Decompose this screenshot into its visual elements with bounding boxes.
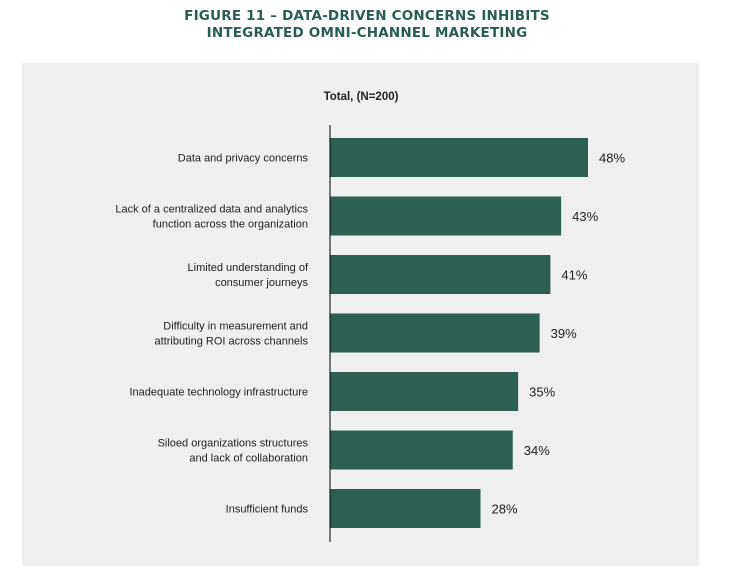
data-label-4: 39% (551, 326, 577, 341)
data-label-5: 35% (529, 385, 555, 400)
bar-7 (330, 489, 481, 528)
category-label-line: Lack of a centralized data and analytics (115, 204, 308, 216)
category-label-line: and lack of collaboration (189, 453, 308, 465)
figure-title-line-1: FIGURE 11 – DATA-DRIVEN CONCERNS INHIBIT… (184, 8, 550, 24)
bar-6 (330, 430, 513, 470)
figure-title-line-2: INTEGRATED OMNI-CHANNEL MARKETING (206, 25, 528, 41)
category-label-line: Data and privacy concerns (178, 153, 309, 165)
bar-4 (330, 313, 540, 353)
chart-title: Total, (N=200) (324, 91, 399, 103)
category-label-line: attributing ROI across channels (155, 336, 309, 348)
category-label-7: Insufficient funds (226, 504, 309, 516)
bar-1 (330, 138, 588, 177)
category-label-1: Data and privacy concerns (178, 153, 309, 165)
category-label-5: Inadequate technology infrastructure (129, 387, 308, 399)
category-label-line: Siloed organizations structures (158, 438, 309, 450)
category-label-line: consumer journeys (215, 277, 308, 289)
category-label-6: Siloed organizations structures and lack … (158, 438, 309, 465)
category-label-4: Difficulty in measurement and attributing… (155, 321, 309, 348)
data-label-1: 48% (599, 151, 625, 166)
data-label-3: 41% (561, 268, 587, 283)
category-label-2: Lack of a centralized data and analytics… (115, 204, 308, 231)
category-label-line: Limited understanding of (188, 262, 309, 274)
category-label-line: function across the organization (153, 219, 308, 231)
data-label-6: 34% (524, 443, 550, 458)
figure-title: FIGURE 11 – DATA-DRIVEN CONCERNS INHIBIT… (0, 8, 734, 42)
data-label-2: 43% (572, 209, 598, 224)
data-label-7: 28% (492, 502, 518, 517)
category-label-line: Insufficient funds (226, 504, 309, 516)
bar-3 (330, 255, 551, 294)
bar-2 (330, 196, 562, 236)
category-label-line: Difficulty in measurement and (163, 321, 308, 333)
category-label-3: Limited understanding of consumer journey… (188, 262, 309, 289)
bar-5 (330, 372, 519, 411)
category-label-line: Inadequate technology infrastructure (129, 387, 308, 399)
